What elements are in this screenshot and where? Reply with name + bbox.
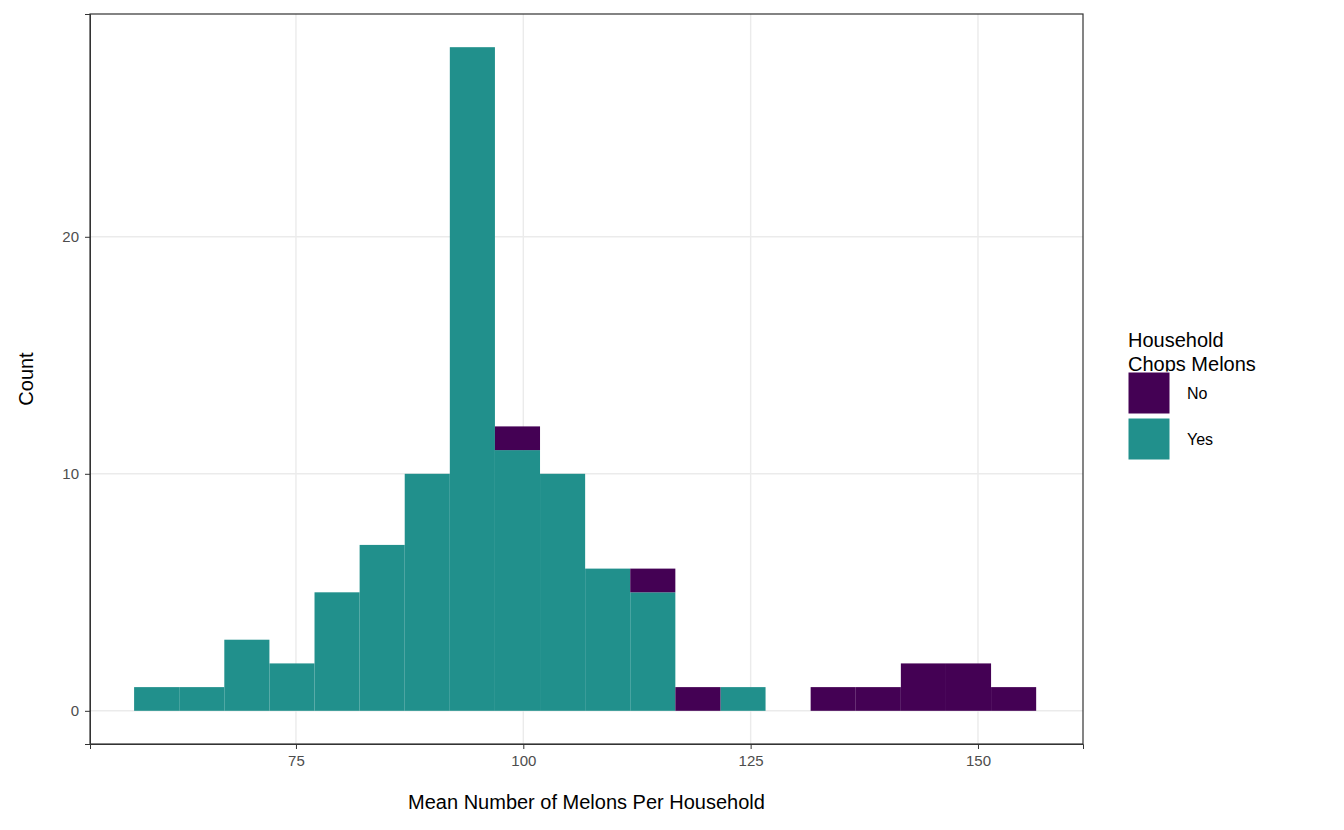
x-tick: 75 — [288, 744, 305, 769]
x-tick-label: 100 — [511, 752, 536, 769]
y-tick-label: 20 — [62, 228, 79, 245]
legend-label: No — [1187, 385, 1208, 402]
histogram-bar — [856, 687, 901, 711]
histogram-bar — [179, 687, 224, 711]
histogram-bar — [585, 569, 630, 711]
y-axis-title: Count — [15, 352, 37, 406]
legend-label: Yes — [1187, 431, 1213, 448]
x-tick: 150 — [966, 744, 991, 769]
y-tick: 20 — [62, 228, 90, 245]
histogram-bar — [720, 687, 765, 711]
histogram-bar — [991, 687, 1036, 711]
y-tick-label: 10 — [62, 465, 79, 482]
y-axis-line — [85, 15, 91, 745]
grid-line-y — [90, 236, 1083, 237]
legend: HouseholdChops Melons No Yes — [1128, 329, 1256, 460]
y-tick-mark — [85, 711, 90, 712]
histogram-bar — [315, 592, 360, 711]
histogram-bar — [269, 663, 314, 710]
x-tick-mark — [751, 744, 752, 749]
y-axis: 0 10 20 — [62, 15, 90, 745]
histogram-bar — [495, 426, 540, 450]
panel-background — [90, 14, 1083, 744]
histogram-bar — [224, 640, 269, 711]
x-axis-line — [91, 745, 1084, 750]
histogram-bar — [630, 592, 675, 711]
panel-border — [90, 14, 1083, 744]
grid — [90, 14, 1083, 744]
legend-key — [1128, 418, 1170, 460]
histogram-bar — [405, 474, 450, 711]
y-tick-mark — [85, 237, 90, 238]
grid-line-x — [295, 14, 296, 744]
grid-line-y — [90, 473, 1083, 474]
y-tick: 10 — [62, 465, 90, 482]
x-axis: 75 100 125 150 — [91, 744, 1084, 769]
histogram-bar — [811, 687, 856, 711]
legend-key — [1128, 372, 1170, 414]
histogram-bar — [946, 663, 991, 710]
grid-line-x — [750, 14, 751, 744]
histogram-bar — [540, 474, 585, 711]
legend-title: HouseholdChops Melons — [1128, 329, 1256, 375]
x-tick: 100 — [511, 744, 536, 769]
histogram-bar — [450, 47, 495, 711]
x-tick-label: 75 — [288, 752, 305, 769]
x-tick-label: 125 — [739, 752, 764, 769]
y-tick: 0 — [71, 702, 90, 719]
x-tick-label: 150 — [966, 752, 991, 769]
bars — [134, 47, 1036, 711]
histogram-bar — [495, 450, 540, 711]
y-tick-label: 0 — [71, 702, 79, 719]
histogram-bar — [360, 545, 405, 711]
histogram-bar — [630, 569, 675, 593]
x-axis-title: Mean Number of Melons Per Household — [408, 791, 765, 813]
histogram-bar — [134, 687, 179, 711]
histogram-bar — [901, 663, 946, 710]
chart: 75 100 125 150 0 10 20 Mean Number of Melons Pe… — [0, 0, 1344, 830]
x-tick-mark — [296, 744, 297, 749]
x-tick-mark — [978, 744, 979, 749]
x-tick: 125 — [739, 744, 764, 769]
x-tick-mark — [523, 744, 524, 749]
histogram-bar — [675, 687, 720, 711]
y-tick-mark — [85, 474, 90, 475]
grid-line-x — [977, 14, 978, 744]
